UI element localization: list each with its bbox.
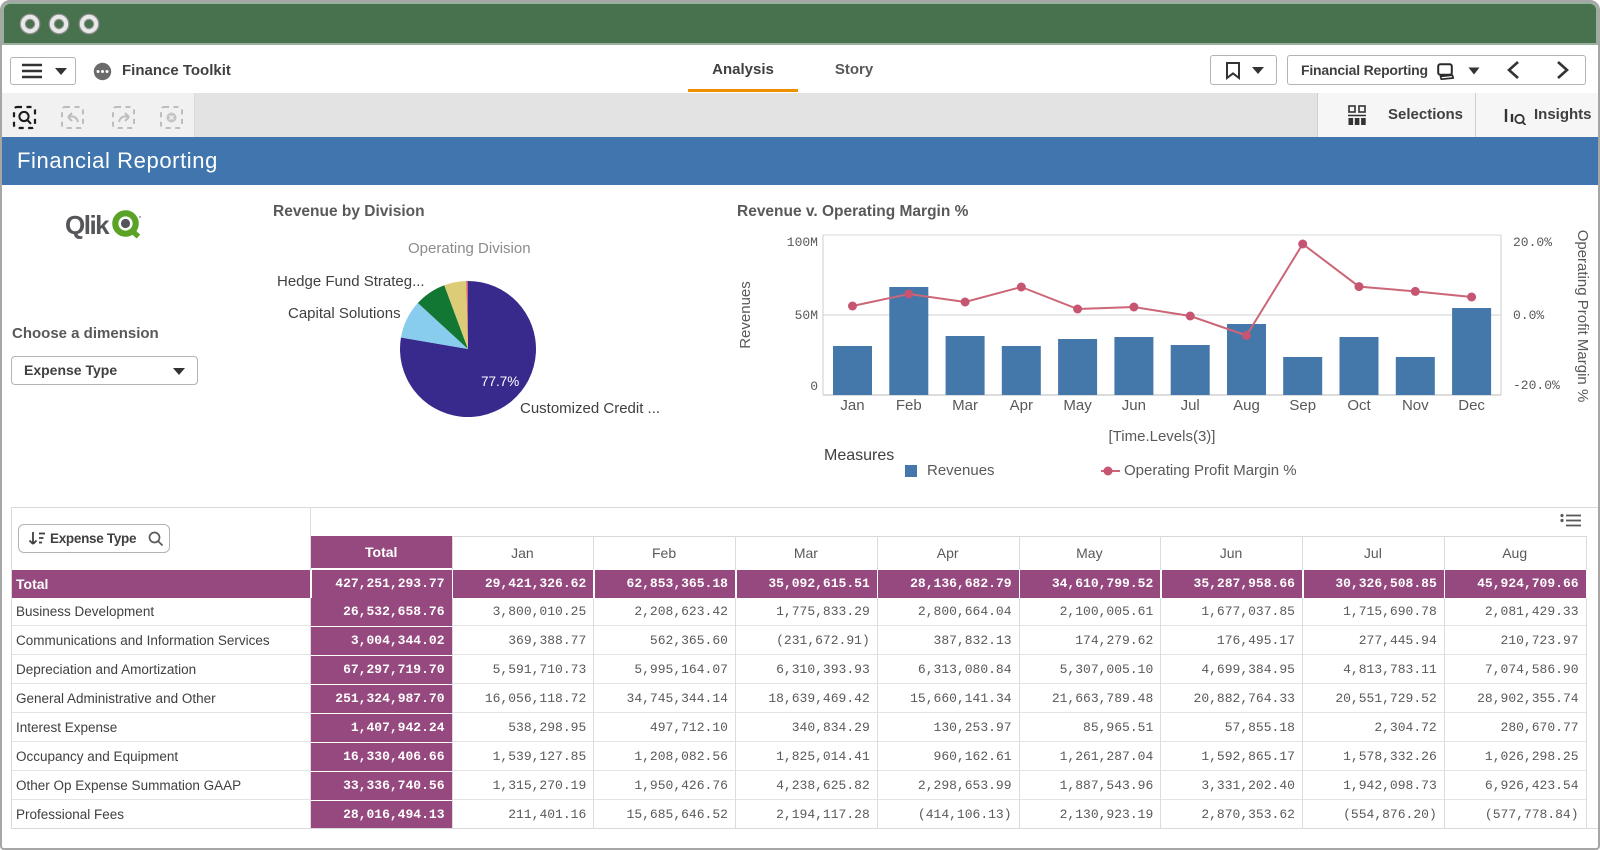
svg-text:100M: 100M <box>787 235 818 250</box>
svg-text:0.0%: 0.0% <box>1513 308 1544 323</box>
svg-text:Aug: Aug <box>1233 397 1260 414</box>
svg-text:[Time.Levels(3)]: [Time.Levels(3)] <box>1109 428 1216 445</box>
svg-text:Jun: Jun <box>1122 397 1146 414</box>
svg-text:Oct: Oct <box>1347 397 1371 414</box>
svg-text:0: 0 <box>810 379 818 394</box>
svg-text:Revenues: Revenues <box>737 281 754 349</box>
svg-text:Nov: Nov <box>1402 397 1429 414</box>
svg-text:20.0%: 20.0% <box>1513 235 1552 250</box>
svg-text:Jul: Jul <box>1181 397 1200 414</box>
svg-text:Sep: Sep <box>1289 397 1316 414</box>
svg-text:Mar: Mar <box>952 397 978 414</box>
svg-text:Operating Profit Margin %: Operating Profit Margin % <box>1574 230 1591 403</box>
svg-text:-20.0%: -20.0% <box>1513 378 1560 393</box>
svg-text:Apr: Apr <box>1010 397 1033 414</box>
svg-text:May: May <box>1063 397 1092 414</box>
svg-text:50M: 50M <box>795 308 818 323</box>
svg-text:Dec: Dec <box>1458 397 1485 414</box>
svg-text:Feb: Feb <box>896 397 922 414</box>
svg-text:Jan: Jan <box>840 397 864 414</box>
